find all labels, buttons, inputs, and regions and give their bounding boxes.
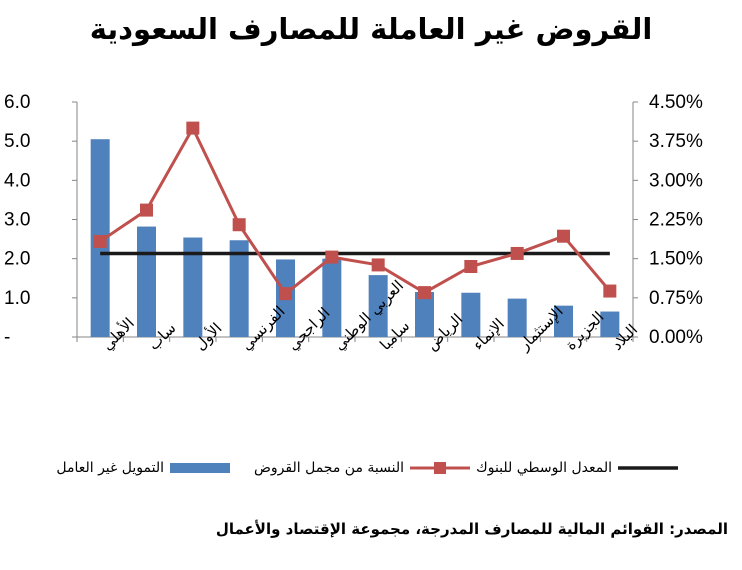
- y-right-tick-label: 3.00%: [649, 170, 703, 191]
- ratio-marker: [371, 258, 385, 272]
- ratio-marker: [603, 284, 617, 298]
- ratio-marker: [557, 229, 570, 243]
- ratio-marker: [325, 250, 339, 264]
- y-right-tick-label: 0.75%: [649, 288, 703, 309]
- chart-title: القروض غير العاملة للمصارف السعودية: [89, 12, 653, 46]
- y-left-tick-label: 3.0: [4, 210, 30, 231]
- legend-item-median: المعدل الوسطي للبنوك: [476, 456, 678, 480]
- bar: [183, 237, 203, 337]
- legend-ratio-swatch: [410, 456, 470, 480]
- ratio-marker: [418, 286, 431, 300]
- bar: [322, 258, 342, 337]
- y-left-tick-label: 4.0: [4, 170, 30, 191]
- bar: [415, 291, 434, 337]
- bar: [137, 226, 156, 337]
- bar: [368, 275, 388, 337]
- y-right-tick-label: 4.50%: [649, 92, 703, 113]
- y-right-tick-label: 0.00%: [649, 327, 703, 348]
- y-left-tick-label: 5.0: [4, 131, 30, 152]
- y-left-tick-label: -: [4, 327, 10, 348]
- bar: [507, 298, 527, 337]
- legend-item-ratio: النسبة من مجمل القروض: [254, 456, 470, 480]
- y-right-tick-label: 2.25%: [649, 210, 703, 231]
- ratio-marker: [232, 218, 246, 232]
- chart: - 1.0 2.0 3.0 4.0 5.0 6.0 0.00% 0.75% 1.50% 2.25% 3…: [4, 92, 703, 355]
- legend-bar-swatch: [170, 463, 230, 473]
- y-right-tick-label: 3.75%: [649, 131, 703, 152]
- y-left-tick-label: 2.0: [4, 249, 30, 270]
- ratio-marker: [140, 203, 153, 217]
- bar: [229, 240, 249, 337]
- bar: [554, 305, 573, 337]
- ratio-marker: [510, 246, 524, 260]
- ratio-marker: [186, 121, 200, 135]
- bar: [461, 292, 481, 337]
- legend-label-bars: التمويل غير العامل: [56, 460, 164, 476]
- bar: [600, 311, 620, 337]
- ratio-line: [99, 124, 611, 296]
- legend-label-median: المعدل الوسطي للبنوك: [476, 460, 612, 476]
- y-right-tick-label: 1.50%: [649, 249, 703, 270]
- ratio-marker: [279, 287, 292, 301]
- source-note: المصدر: القوائم المالية للمصارف المدرجة،…: [215, 520, 728, 538]
- legend-label-ratio: النسبة من مجمل القروض: [254, 460, 404, 476]
- y-left-tick-label: 6.0: [4, 92, 30, 113]
- ratio-marker: [93, 234, 107, 248]
- y-left-tick-label: 1.0: [4, 288, 30, 309]
- legend-median-swatch: [618, 456, 678, 480]
- legend-item-bars: التمويل غير العامل: [56, 456, 230, 480]
- ratio-marker: [464, 260, 478, 273]
